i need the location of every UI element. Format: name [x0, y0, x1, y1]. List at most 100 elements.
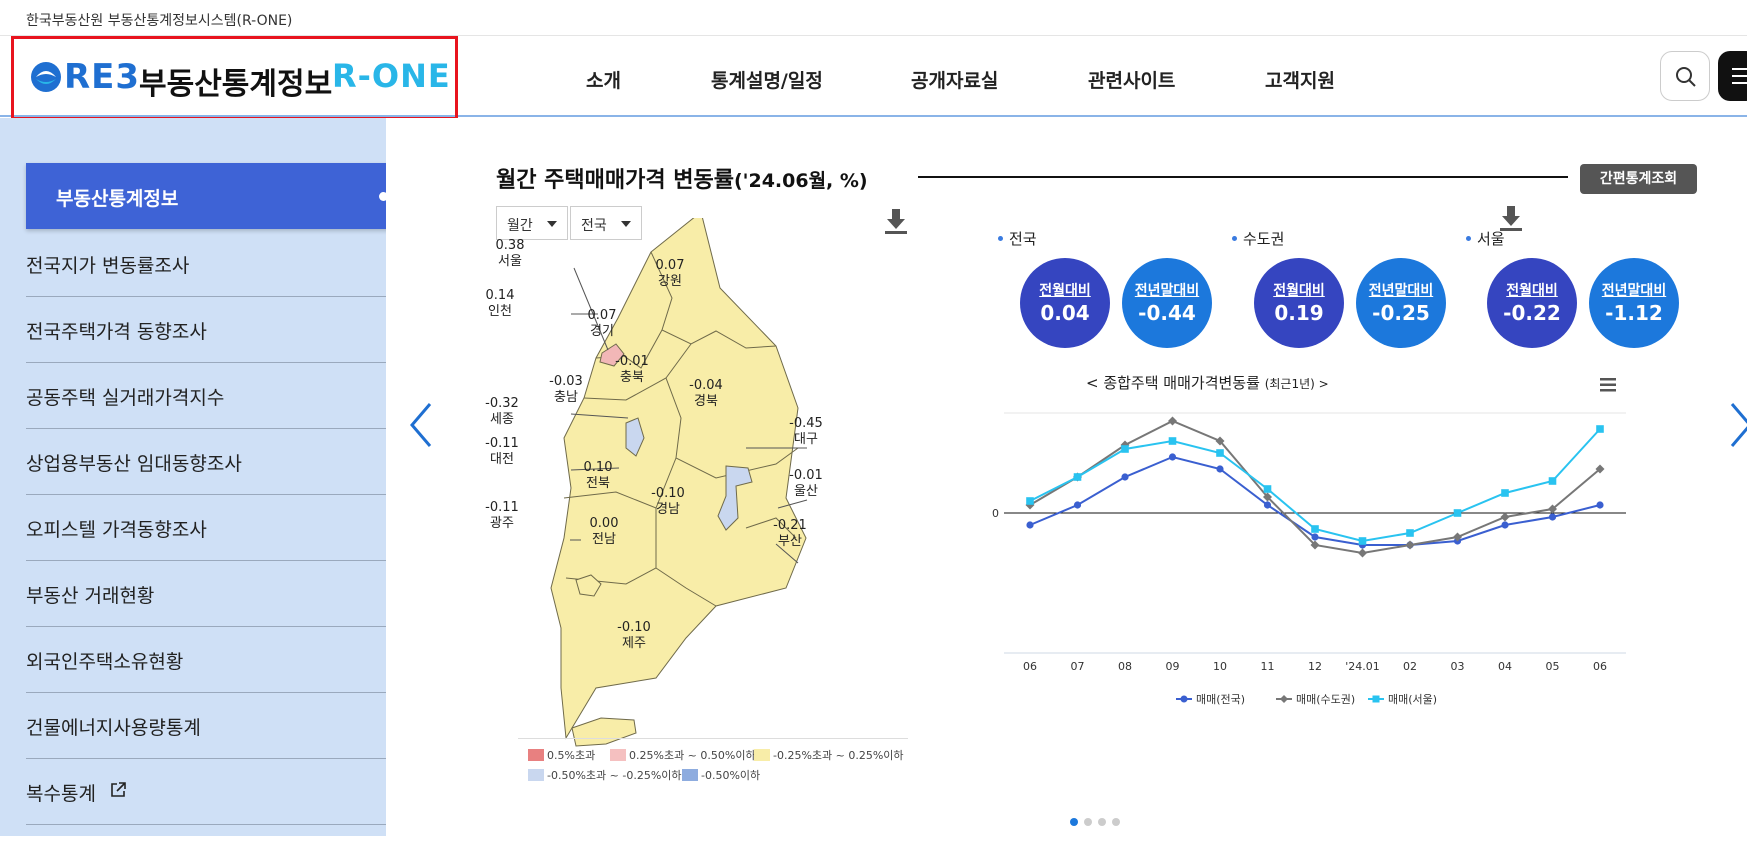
stat-region-national: 전국: [998, 228, 1037, 249]
gnb-related-sites[interactable]: 관련사이트: [1088, 70, 1176, 92]
map-region-value: -0.01: [789, 468, 823, 483]
data-point[interactable]: [1216, 465, 1224, 473]
pagination-dot[interactable]: [1112, 818, 1120, 826]
period-select[interactable]: 월간: [496, 206, 568, 240]
data-point[interactable]: [1168, 416, 1177, 426]
map-region-name: 경북: [694, 394, 718, 409]
pagination-dot[interactable]: [1098, 818, 1106, 826]
data-point[interactable]: [1026, 521, 1034, 529]
gnb-support[interactable]: 고객지원: [1265, 70, 1335, 92]
data-point[interactable]: [1121, 473, 1129, 481]
sidebar-item-officetel[interactable]: 오피스텔 가격동향조사: [26, 495, 386, 561]
search-icon: [1676, 67, 1696, 87]
map-region-value: -0.11: [485, 500, 519, 515]
chart-legend-item[interactable]: 매매(전국): [1176, 693, 1245, 706]
legend-swatch: [754, 749, 770, 761]
legend-item: 0.5%초과: [528, 747, 595, 763]
data-point[interactable]: [1548, 513, 1557, 521]
map-region-value: 0.14: [485, 288, 515, 303]
search-button[interactable]: [1660, 51, 1710, 101]
stat-seoul-mom[interactable]: 전월대비 -0.22: [1487, 258, 1577, 348]
data-point[interactable]: [1168, 453, 1177, 461]
stat-capital-mom[interactable]: 전월대비 0.19: [1254, 258, 1344, 348]
data-point[interactable]: [1358, 548, 1367, 558]
all-menu-button[interactable]: [1718, 51, 1747, 101]
region-jeju: [571, 717, 637, 747]
stat-national-ytd[interactable]: 전년말대비 -0.44: [1122, 258, 1212, 348]
data-point[interactable]: [1121, 445, 1129, 453]
data-point[interactable]: [1263, 501, 1272, 509]
legend-swatch: [528, 769, 544, 781]
data-point[interactable]: [1263, 485, 1272, 493]
active-dot-icon: [379, 192, 388, 201]
map-region-label: 0.07 강원: [650, 258, 690, 290]
sidebar-item-transactions[interactable]: 부동산 거래현황: [26, 561, 386, 627]
data-point[interactable]: [1311, 525, 1319, 533]
sidebar-item-commercial-rent[interactable]: 상업용부동산 임대동향조사: [26, 429, 386, 495]
circle-value: -0.22: [1503, 301, 1561, 325]
data-point[interactable]: [1548, 477, 1557, 485]
sidebar-item-building-energy[interactable]: 건물에너지사용량통계: [26, 693, 386, 759]
data-point[interactable]: [1263, 492, 1272, 502]
data-point[interactable]: [1405, 540, 1415, 550]
sidebar-item-multiple-stats[interactable]: 복수통계: [26, 759, 386, 825]
data-point[interactable]: [1500, 512, 1510, 522]
data-point[interactable]: [1501, 489, 1509, 497]
gnb-stat-schedule[interactable]: 통계설명/일정: [711, 70, 823, 92]
legend-item: 0.25%초과 ~ 0.50%이하: [610, 747, 756, 763]
data-point[interactable]: [1595, 464, 1605, 474]
data-point[interactable]: [1453, 532, 1462, 542]
stat-national-mom[interactable]: 전월대비 0.04: [1020, 258, 1110, 348]
data-point[interactable]: [1453, 509, 1462, 517]
next-slide-button[interactable]: [1726, 400, 1747, 450]
data-point[interactable]: [1311, 533, 1319, 541]
download-stats-icon[interactable]: [1500, 206, 1522, 232]
main-content: 월간 주택매매가격 변동률('24.06월, %) 간편통계조회 월간 전국: [386, 118, 1747, 836]
data-point[interactable]: [1596, 425, 1604, 433]
map-region-label: -0.45 대구: [786, 416, 826, 448]
chart-legend-item[interactable]: 매매(수도권): [1276, 693, 1355, 706]
x-tick-label: 10: [1213, 660, 1227, 673]
data-point[interactable]: [1358, 537, 1367, 545]
data-point[interactable]: [1548, 504, 1557, 514]
data-point[interactable]: [1216, 449, 1224, 457]
title-divider: [918, 176, 1568, 178]
download-map-icon[interactable]: [885, 209, 907, 235]
logo-title: 부동산통계정보: [139, 67, 333, 102]
prev-slide-button[interactable]: [406, 400, 436, 450]
chevron-down-icon: [621, 221, 631, 227]
quick-stat-button[interactable]: 간편통계조회: [1580, 164, 1697, 194]
sidebar-item-housing-price[interactable]: 전국주택가격 동향조사: [26, 297, 386, 363]
data-point[interactable]: [1168, 437, 1177, 445]
gnb-data-room[interactable]: 공개자료실: [911, 70, 999, 92]
map-region-name: 울산: [794, 484, 818, 499]
pagination-dot[interactable]: [1070, 818, 1078, 826]
region-select[interactable]: 전국: [570, 206, 642, 240]
map-region-label: -0.01 충북: [612, 354, 652, 386]
sidebar-item-foreign-ownership[interactable]: 외국인주택소유현황: [26, 627, 386, 693]
gnb-intro[interactable]: 소개: [586, 70, 621, 92]
stat-capital-ytd[interactable]: 전년말대비 -0.25: [1356, 258, 1446, 348]
sidebar-item-realestate-stats[interactable]: 부동산통계정보: [26, 163, 416, 229]
region-daegu: [717, 465, 753, 531]
chart-legend-item[interactable]: 매매(서울): [1368, 693, 1437, 706]
circle-value: -0.44: [1138, 301, 1196, 325]
data-point[interactable]: [1310, 540, 1320, 550]
data-point[interactable]: [1073, 501, 1082, 509]
sidebar-item-apt-transaction-index[interactable]: 공동주택 실거래가격지수: [26, 363, 386, 429]
data-point[interactable]: [1073, 473, 1082, 481]
chart-menu-icon[interactable]: [1600, 378, 1616, 392]
logo[interactable]: RE3 부동산통계정보 R-ONE: [11, 36, 458, 120]
data-point[interactable]: [1215, 436, 1225, 446]
stat-seoul-ytd[interactable]: 전년말대비 -1.12: [1589, 258, 1679, 348]
data-point[interactable]: [1501, 521, 1509, 529]
legend-item: -0.50%초과 ~ -0.25%이하: [528, 767, 682, 783]
map-region-label: 0.00 전남: [584, 516, 624, 548]
data-point[interactable]: [1026, 497, 1034, 505]
map-callout-lines: [570, 267, 808, 564]
sidebar-item-land-price[interactable]: 전국지가 변동률조사: [26, 231, 386, 297]
pagination-dot[interactable]: [1084, 818, 1092, 826]
data-point[interactable]: [1596, 501, 1604, 509]
legend-swatch: [528, 749, 544, 761]
data-point[interactable]: [1406, 529, 1414, 537]
